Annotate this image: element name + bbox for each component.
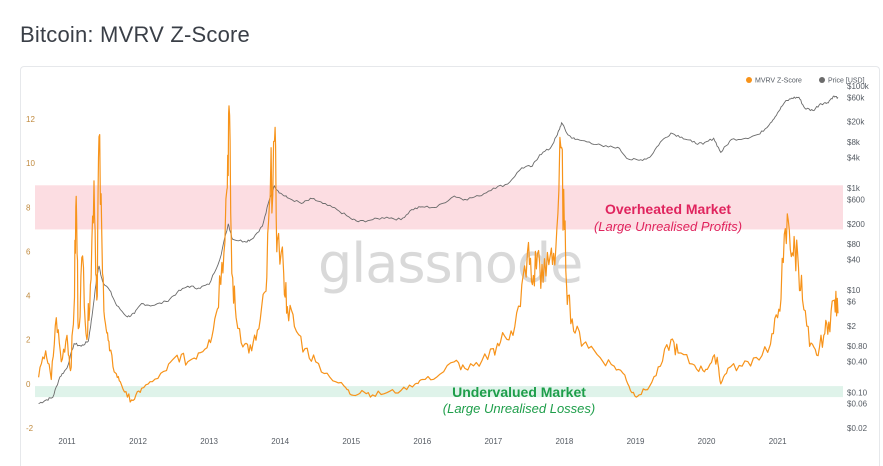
x-axis-tick: 2020 — [698, 437, 716, 446]
x-axis-tick: 2021 — [769, 437, 787, 446]
left-axis-tick: 4 — [26, 292, 31, 301]
chart-legend: MVRV Z-Score Price [USD] — [746, 77, 865, 85]
right-axis-tick: $0.10 — [847, 388, 868, 397]
x-axis-tick: 2014 — [271, 437, 289, 446]
left-axis-tick: 0 — [26, 380, 31, 389]
legend-price-swatch — [819, 77, 825, 83]
left-axis-tick: 2 — [26, 336, 31, 345]
overheated-band — [35, 185, 843, 230]
x-axis-tick: 2011 — [58, 437, 76, 446]
left-axis-tick: -2 — [26, 424, 34, 433]
x-axis-tick: 2019 — [627, 437, 645, 446]
right-axis-tick: $100k — [847, 82, 870, 91]
left-axis-tick: 8 — [26, 203, 31, 212]
watermark: glassnode — [318, 232, 582, 295]
left-axis-tick: 6 — [26, 247, 31, 256]
left-axis-tick: 10 — [26, 159, 35, 168]
right-axis-tick: $40 — [847, 255, 861, 264]
right-axis-tick: $10 — [847, 286, 861, 295]
legend-zscore-swatch — [746, 77, 752, 83]
undervalued-band — [35, 386, 843, 398]
chart-card — [20, 66, 880, 466]
right-axis-tick: $80 — [847, 240, 861, 249]
x-axis-tick: 2015 — [342, 437, 360, 446]
right-axis-tick: $2 — [847, 322, 856, 331]
right-axis-tick: $1k — [847, 184, 861, 193]
page-title: Bitcoin: MVRV Z-Score — [20, 22, 250, 47]
right-axis-tick: $6 — [847, 298, 856, 307]
x-axis-tick: 2018 — [556, 437, 574, 446]
right-axis-tick: $600 — [847, 195, 865, 204]
x-axis-tick: 2017 — [484, 437, 502, 446]
left-axis-tick: 12 — [26, 115, 35, 124]
right-axis-tick: $60k — [847, 93, 865, 102]
legend-zscore-label: MVRV Z-Score — [755, 78, 802, 85]
zscore-series-line — [38, 105, 839, 403]
x-axis-tick: 2012 — [129, 437, 147, 446]
overheated-band-sublabel: (Large Unrealised Profits) — [594, 219, 742, 234]
undervalued-band-label: Undervalued Market — [452, 384, 586, 400]
undervalued-band-sublabel: (Large Unrealised Losses) — [443, 401, 595, 416]
price-series-line — [38, 95, 839, 405]
right-axis-tick: $0.40 — [847, 358, 868, 367]
right-axis-tick: $4k — [847, 153, 861, 162]
right-axis-tick: $0.02 — [847, 424, 868, 433]
overheated-band-label: Overheated Market — [605, 201, 731, 217]
x-axis-tick: 2013 — [200, 437, 218, 446]
right-axis-tick: $200 — [847, 220, 865, 229]
right-axis-tick: $0.80 — [847, 342, 868, 351]
right-axis-tick: $8k — [847, 138, 861, 147]
legend-price-label: Price [USD] — [828, 78, 865, 85]
x-axis-tick: 2016 — [413, 437, 431, 446]
right-axis-tick: $0.06 — [847, 400, 868, 409]
right-axis-tick: $20k — [847, 118, 865, 127]
